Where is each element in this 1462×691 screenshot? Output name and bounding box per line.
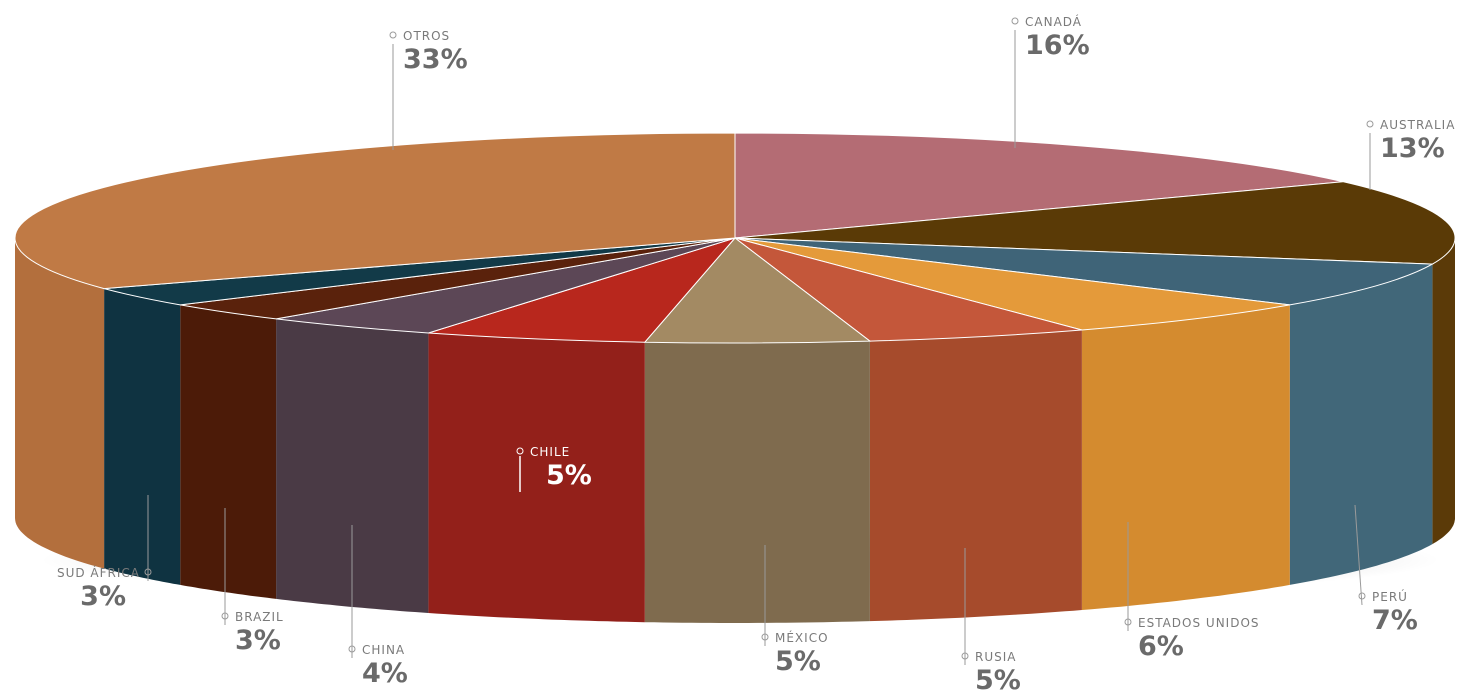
pie-side-otros [15,238,105,569]
pie-side-chile [428,333,645,623]
label-name-chile: CHILE [530,445,570,459]
label-value-australia: 13% [1380,133,1445,164]
label-name-china: CHINA [362,643,405,657]
leader-dot-otros [389,31,397,39]
label-name-rusia: RUSIA [975,650,1017,664]
pie-slice-peru [734,237,1435,306]
pie-slice-otros [14,132,736,290]
pie-slice-rusia [734,237,1083,342]
label-value-rusia: 5% [975,665,1021,691]
label-name-brazil: BRAZIL [235,610,284,624]
label-name-canada: CANADÁ [1025,14,1082,29]
pie-slice-canada [734,132,1344,239]
pie-side-brazil [180,304,277,599]
pie-side-sud-africa [104,288,181,585]
label-name-peru: PERÚ [1372,589,1408,604]
leader-dot-sud-africa [144,568,152,576]
leader-dot-brazil [221,612,229,620]
leader-dot-china [348,645,356,653]
label-value-china: 4% [362,658,408,689]
label-name-sud-africa: SUD ÁFRICA [57,565,140,580]
pie-side-rusia [869,330,1082,622]
label-value-sud-africa: 3% [80,581,126,612]
pie-side-china [276,318,429,613]
label-value-chile: 5% [546,460,592,491]
label-value-peru: 7% [1372,605,1418,636]
pie-sides [15,238,1455,623]
leader-dot-chile [516,447,524,455]
label-value-brazil: 3% [235,625,281,656]
leader-line-peru [1354,504,1363,606]
label-name-mexico: MÉXICO [775,630,829,645]
label-value-canada: 16% [1025,30,1090,61]
label-value-estados-unidos: 6% [1138,631,1184,662]
leader-dot-mexico [761,633,769,641]
label-name-estados-unidos: ESTADOS UNIDOS [1138,616,1260,630]
leader-dot-australia [1366,120,1374,128]
pie-side-peru [1289,264,1433,585]
pie-slice-chile [428,237,737,343]
pie-side-estados-unidos [1081,304,1290,610]
pie-slice-estados-unidos [734,237,1290,331]
leader-dot-rusia [961,652,969,660]
leader-dot-canada [1011,17,1019,25]
pie-tops [14,132,1456,344]
leader-dot-peru [1358,592,1366,600]
pie-slice-china [276,237,736,334]
pie-slice-australia [734,181,1456,265]
label-value-otros: 33% [403,44,468,75]
pie-side-mexico [644,341,870,623]
leader-dot-estados-unidos [1124,618,1132,626]
label-value-mexico: 5% [775,646,821,677]
label-name-australia: AUSTRALIA [1380,118,1455,132]
pie-side-australia [1432,238,1455,545]
label-name-otros: OTROS [403,29,450,43]
pie-slice-mexico [643,237,872,344]
